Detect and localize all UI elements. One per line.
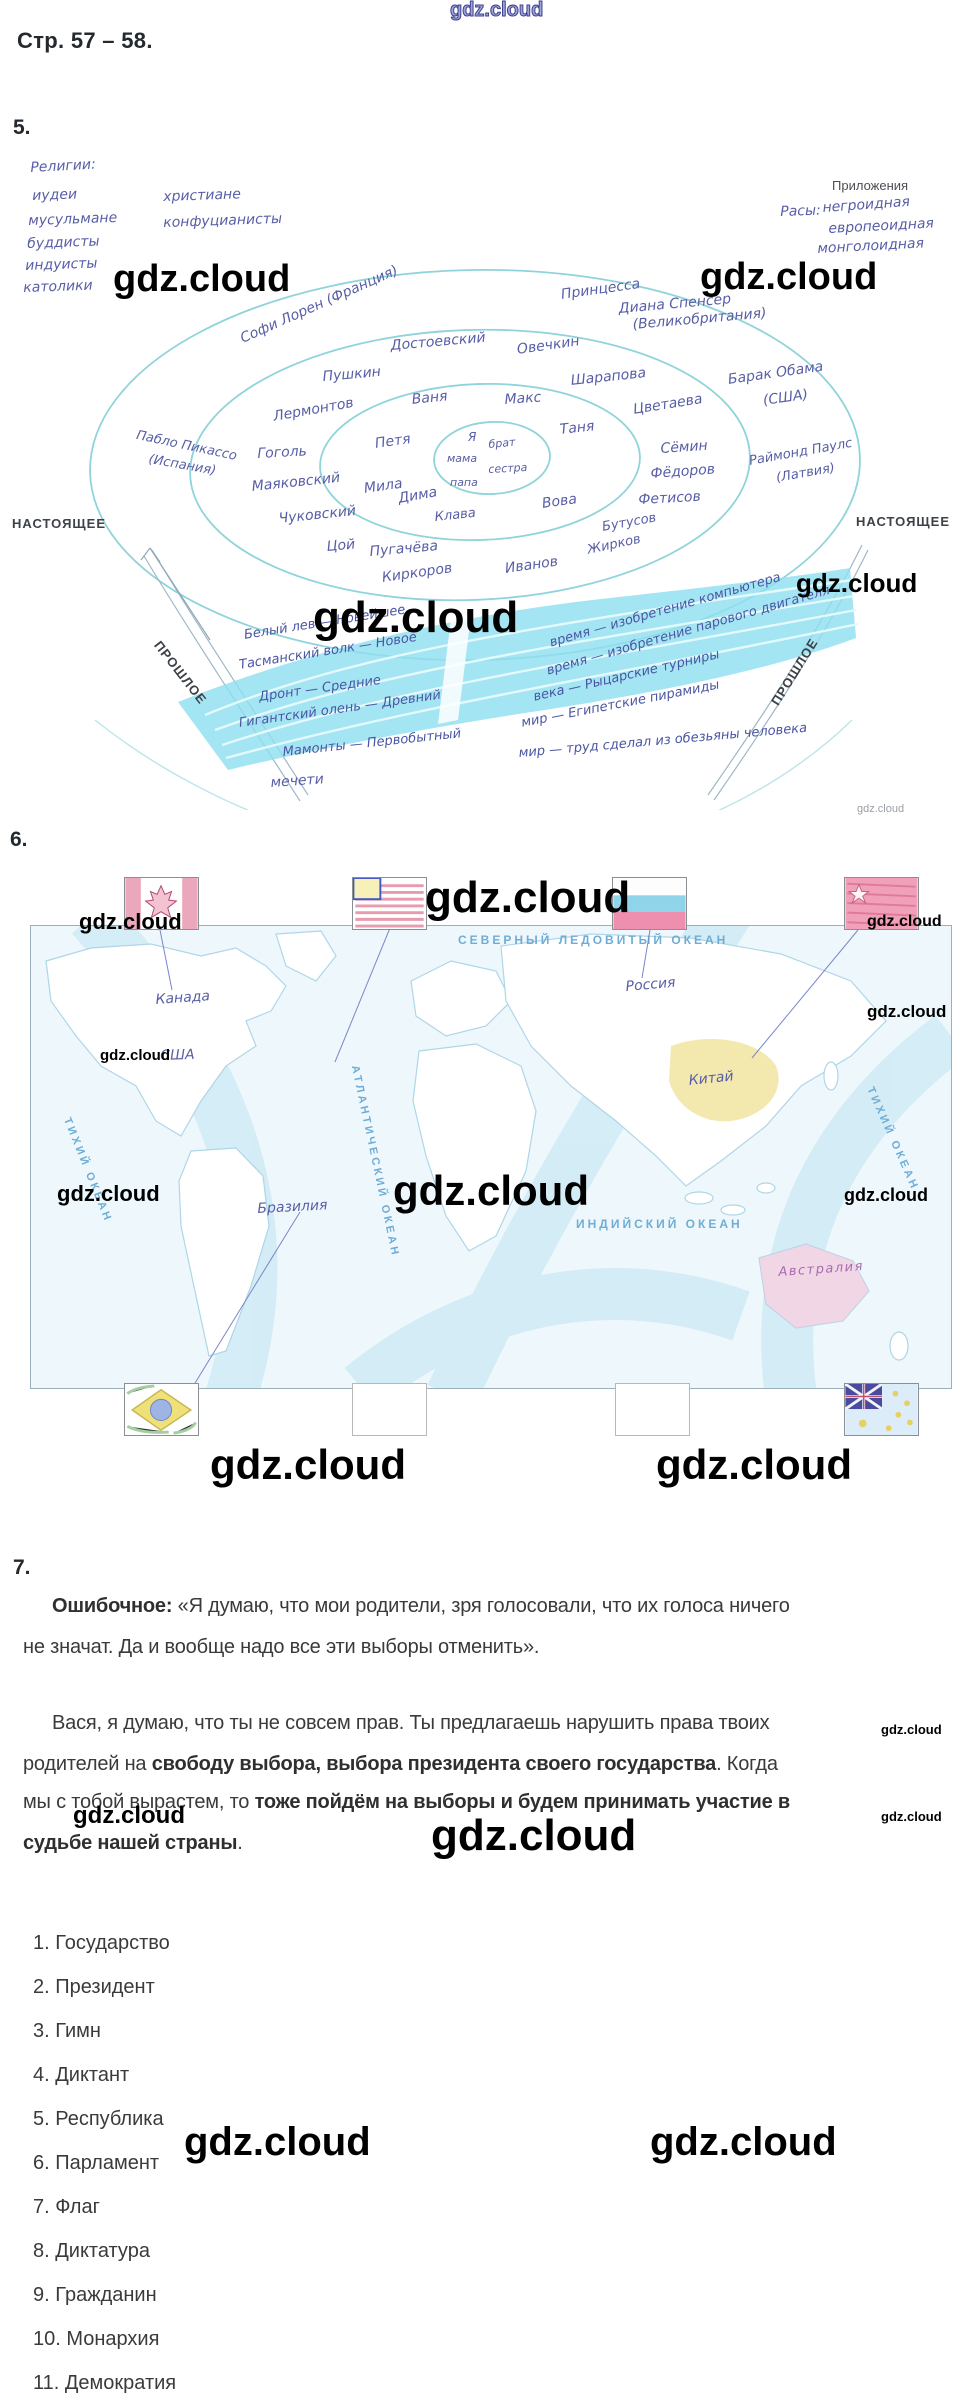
africa (412, 1043, 537, 1252)
china-flag (844, 877, 919, 930)
china-colored-region (669, 1038, 779, 1122)
handwritten-name: индуисты (25, 255, 98, 274)
handwritten-name: негроидная (822, 193, 911, 216)
terms-list-item: 5. Республика (33, 2108, 164, 2130)
terms-list-item: 9. Гражданин (33, 2284, 157, 2306)
gdz-cloud-watermark: gdz.cloud (425, 873, 631, 922)
answer-paragraph-2-line-1: Вася, я думаю, что ты не совсем прав. Ты… (52, 1712, 770, 1734)
handwritten-name: буддисты (27, 233, 100, 252)
answer-paragraph-2-line-3: мы с тобой вырастем, то тоже пойдём на в… (23, 1791, 790, 1813)
gdz-cloud-watermark: gdz.cloud (700, 256, 878, 298)
australia-flag (844, 1383, 919, 1436)
gdz-cloud-watermark: gdz.cloud (857, 803, 905, 815)
gdz-cloud-watermark: gdz.cloud (73, 1802, 185, 1829)
religion-title: Религии: (30, 156, 97, 176)
handwritten-name: Сёмин (660, 437, 709, 457)
terms-list-item: 8. Диктатура (33, 2240, 150, 2262)
handwritten-name: католики (23, 277, 93, 296)
australia-colored-region (759, 1244, 869, 1328)
terms-list-item: 10. Монархия (33, 2328, 160, 2350)
handwritten-name: европеоидная (828, 215, 935, 237)
gdz-cloud-watermark: gdz.cloud (881, 1809, 942, 1824)
terms-list-item: 1. Государство (33, 1932, 170, 1954)
europe (410, 960, 512, 1037)
canada-flag (124, 877, 199, 930)
greenland (275, 930, 337, 982)
task-7-number: 7. (13, 1556, 31, 1579)
indian-ocean-label: ИНДИЙСКИЙ ОКЕАН (576, 1216, 743, 1231)
russia-flag (612, 877, 687, 930)
bowl-arc (94, 719, 853, 810)
answer-paragraph-1-line-2: не значат. Да и вообще надо все эти выбо… (23, 1636, 540, 1658)
appendix-label: Приложения (832, 178, 909, 193)
arctic-ocean-label: СЕВЕРНЫЙ ЛЕДОВИТЫЙ ОКЕАН (458, 932, 728, 947)
handwritten-name: Я (468, 430, 477, 444)
gdz-cloud-watermark: gdz.cloud (867, 913, 942, 930)
handwritten-name: Макс (504, 389, 542, 408)
task-6-number: 6. (10, 828, 28, 851)
handwritten-name: папа (450, 476, 478, 489)
handwritten-name: иудеи (32, 186, 78, 204)
gdz-cloud-watermark: gdz.cloud (867, 1002, 947, 1021)
terms-list-item: 6. Парламент (33, 2152, 160, 2174)
handwritten-name: мама (447, 452, 478, 465)
handwritten-name: брат (488, 435, 516, 451)
japan (823, 1061, 839, 1091)
gdz-cloud-watermark: gdz.cloud (881, 1722, 942, 1737)
gdz-cloud-watermark: gdz.cloud (184, 2120, 371, 2164)
empty-flag-box (615, 1383, 690, 1436)
answer-paragraph-1-line-1: Ошибочное: «Я думаю, что мои родители, з… (52, 1595, 790, 1617)
gdz-cloud-watermark: gdz.cloud (656, 1441, 852, 1488)
handwritten-name: Гоголь (257, 443, 308, 462)
gdz-cloud-watermark: gdz.cloud (79, 909, 182, 934)
highlight-band (178, 568, 856, 770)
present-label-left: НАСТОЯЩЕЕ (12, 516, 107, 531)
terms-list-item: 2. Президент (33, 1976, 155, 1998)
empty-flag-box (352, 1383, 427, 1436)
gdz-cloud-watermark: gdz.cloud (113, 258, 291, 300)
present-label-right: НАСТОЯЩЕЕ (856, 514, 951, 529)
band-column-gap (438, 607, 472, 724)
gdz-cloud-watermark: gdz.cloud (650, 2120, 837, 2164)
world-map: СЕВЕРНЫЙ ЛЕДОВИТЫЙ ОКЕАН АТЛАНТИЧЕСКИЙ О… (30, 925, 952, 1389)
answer-paragraph-2-line-2: родителей на свободу выбора, выбора през… (23, 1753, 778, 1775)
gdz-cloud-watermark: gdz.cloud (796, 568, 918, 598)
gdz-cloud-watermark: gdz.cloud (100, 1047, 170, 1064)
handwritten-name: христиане (163, 186, 242, 205)
gdz-cloud-watermark: gdz.cloud (57, 1181, 160, 1206)
terms-list-item: 11. Демократия (33, 2372, 177, 2394)
handwritten-name: Цой (326, 536, 356, 555)
new-zealand (889, 1331, 909, 1361)
circles-diagram (89, 269, 869, 810)
gdz-cloud-watermark: gdz.cloud (449, 0, 544, 21)
terms-list-item: 3. Гимн (33, 2020, 101, 2042)
north-america (45, 943, 287, 1137)
terms-list-item: 7. Флаг (33, 2196, 100, 2218)
handwritten-name: сестра (488, 460, 528, 476)
indonesia (684, 1191, 714, 1205)
gdz-cloud-watermark: gdz.cloud (210, 1441, 406, 1488)
answer-paragraph-2-line-4: судьбе нашей страны. (23, 1832, 243, 1854)
handwritten-name: конфуцианисты (163, 210, 283, 231)
task-5-number: 5. (13, 116, 31, 139)
terms-list-item: 4. Диктант (33, 2064, 130, 2086)
gdz-cloud-watermark: gdz.cloud (431, 1811, 637, 1860)
time-axis-arrow (140, 547, 211, 641)
handwritten-name: Фетисов (638, 488, 702, 508)
gdz-cloud-watermark: gdz.cloud (313, 593, 519, 642)
brazil-flag (124, 1383, 199, 1436)
gdz-cloud-watermark: gdz.cloud (844, 1185, 928, 1205)
handwritten-name: мусульмане (28, 209, 118, 229)
page-title: Стр. 57 – 58. (17, 28, 153, 53)
races-title: Расы: (780, 202, 822, 220)
usa-flag (352, 877, 427, 930)
gdz-cloud-watermark: gdz.cloud (393, 1167, 589, 1214)
